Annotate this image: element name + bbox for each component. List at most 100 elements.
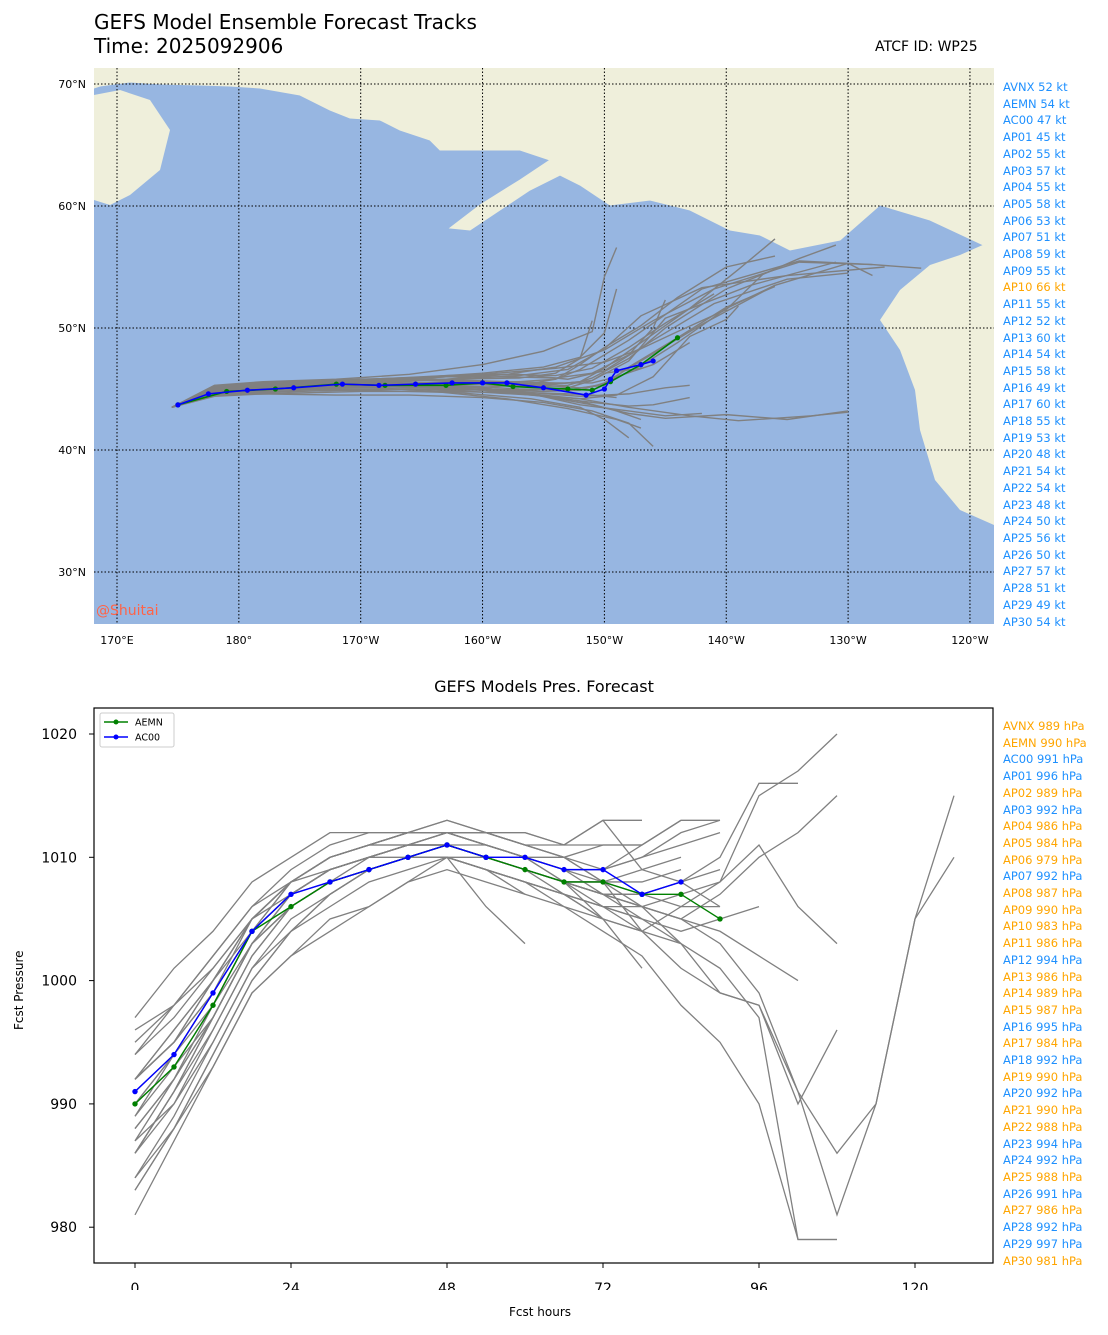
list-item: AP08 59 kt [1003,247,1066,262]
list-item: AP10 66 kt [1003,280,1066,295]
y-tick-label: 1000 [41,974,77,990]
y-tick-label: 1020 [41,727,77,743]
ac00-pressure-point [210,990,216,996]
list-item: AC00 47 kt [1003,113,1067,128]
ac00-track-point [650,358,656,364]
aemn-track-point [510,383,516,390]
list-item: AVNX 52 kt [1003,80,1068,94]
x-tick-label: 96 [750,1281,768,1290]
map-title-line2: Time: 2025092906 [94,34,284,58]
ac00-track-point [638,362,644,368]
list-item: AP20 992 hPa [1003,1086,1083,1101]
map-tick-labels: 70°N 60°N 50°N 40°N 30°N 170°E 180° 170°W 160°W 1… [58,78,988,647]
list-item: AP20 48 kt [1003,447,1066,462]
lat-tick-label: 40°N [58,444,86,457]
list-item: AP16 995 hPa [1003,1019,1083,1034]
lon-tick-label: 140°W [708,634,745,647]
plot-frame [93,707,994,1264]
legend: AEMN AC00 [99,712,175,748]
aemn-track-point [674,335,681,341]
list-item: AP04 986 hPa [1003,819,1083,834]
map-title-line1: GEFS Model Ensemble Forecast Tracks [94,10,477,34]
ac00-track-point [607,376,614,382]
list-item: AP15 58 kt [1003,363,1066,378]
list-item: AP02 55 kt [1003,146,1066,161]
aemn-track-point [443,382,449,388]
x-tick-label: 48 [438,1281,456,1290]
list-item: AP22 54 kt [1003,480,1066,495]
ensemble-track [171,299,666,408]
ensemble-pressure-line [134,819,642,1056]
list-item: AC00 991 hPa [1003,752,1084,767]
aemn-pressure-point [171,1064,177,1070]
ac00-track-point [291,385,297,391]
list-item: AP19 53 kt [1003,430,1066,445]
aemn-pressure-point [600,879,606,885]
y-tick-label: 980 [50,1220,77,1236]
list-item: AP18 55 kt [1003,414,1066,429]
list-item: AP27 986 hPa [1003,1203,1083,1218]
list-item: AP07 992 hPa [1003,869,1083,884]
ensemble-track [171,293,715,408]
list-item: AP15 987 hPa [1003,1002,1083,1017]
ac00-pressure-point [132,1088,138,1095]
ac00-track-point [583,392,589,398]
list-item: AP23 994 hPa [1003,1136,1083,1151]
list-item: AP22 988 hPa [1003,1119,1083,1134]
aemn-pressure-point [678,891,684,897]
list-item: AP03 57 kt [1003,163,1066,178]
land-layer [94,68,994,525]
pressure-ylabel: Fcst Pressure [12,950,26,1030]
x-tick-label: 120 [902,1281,929,1290]
ac00-track-point [479,380,486,386]
lon-tick-label: 120°W [951,634,988,647]
intensity-list: AVNX 52 kt AEMN 54 kt AC00 47 kt AP01 45 kt… [1003,79,1070,630]
ensemble-track [171,260,873,408]
list-item: AP21 990 hPa [1003,1103,1083,1118]
ac00-track-point [244,387,250,393]
atcf-id: ATCF ID: WP25 [875,39,978,55]
land-north-america [880,240,994,525]
ac00-pressure-point [678,879,684,885]
lon-tick-label: 130°W [829,634,866,647]
list-item: AP14 54 kt [1003,347,1066,362]
aemn-track-point [589,387,595,393]
x-tick-label: 72 [594,1281,612,1290]
list-item: AP08 987 hPa [1003,886,1083,901]
ac00-track-point [339,381,346,387]
lon-tick-label: 150°W [586,634,623,647]
list-item: AP17 60 kt [1003,397,1066,412]
ac00-track-point [504,380,510,386]
ensemble-pressure-line [134,831,642,1018]
ac00-pressure-point [249,928,255,934]
list-item: AP17 984 hPa [1003,1036,1083,1051]
track-layer [171,238,922,447]
aemn-pressure-point [522,866,528,873]
ensemble-track [171,367,642,408]
ensemble-track [171,247,618,408]
ac00-pressure-point [483,854,489,860]
legend-marker [113,719,119,725]
aemn-pressure-point [561,879,567,885]
aemn-pressure-point [210,1002,216,1008]
legend-marker [113,734,119,740]
list-item: AP10 983 hPa [1003,919,1083,934]
land-chukotka [94,90,170,205]
ac00-track-point [540,385,547,391]
list-item: AVNX 989 hPa [1003,719,1085,733]
legend-label: AEMN [135,718,163,729]
list-item: AP12 52 kt [1003,313,1066,328]
list-item: AP06 979 hPa [1003,852,1083,867]
list-item: AP28 51 kt [1003,581,1066,596]
lon-tick-label: 180° [226,634,253,647]
list-item: AP23 48 kt [1003,497,1066,512]
ac00-pressure-point [327,879,333,885]
list-item: AP21 54 kt [1003,464,1066,479]
lat-tick-label: 30°N [58,566,86,579]
ac00-track-point [449,380,455,386]
ensemble-track [171,390,849,422]
lat-tick-label: 70°N [58,78,86,91]
list-item: AP18 992 hPa [1003,1053,1083,1068]
list-item: AP24 50 kt [1003,514,1066,529]
pressure-plot: 1020 1010 1000 990 980 0 24 48 72 96 120 AEMN AC00 [41,707,994,1290]
